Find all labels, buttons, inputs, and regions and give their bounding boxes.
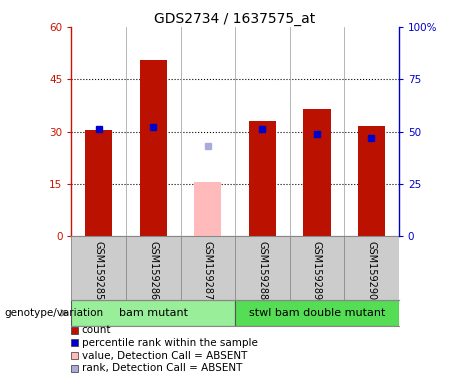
Bar bbox=[85, 130, 112, 236]
Text: bam mutant: bam mutant bbox=[119, 308, 188, 318]
Bar bbox=[303, 109, 331, 236]
Text: value, Detection Call = ABSENT: value, Detection Call = ABSENT bbox=[82, 351, 247, 361]
Text: GSM159290: GSM159290 bbox=[366, 241, 377, 300]
Text: GSM159286: GSM159286 bbox=[148, 241, 158, 300]
Text: percentile rank within the sample: percentile rank within the sample bbox=[82, 338, 258, 348]
Text: GSM159287: GSM159287 bbox=[203, 241, 213, 300]
Title: GDS2734 / 1637575_at: GDS2734 / 1637575_at bbox=[154, 12, 316, 26]
Text: GSM159288: GSM159288 bbox=[257, 241, 267, 300]
Bar bbox=[235, 300, 399, 326]
Text: GSM159285: GSM159285 bbox=[94, 241, 104, 300]
Text: GSM159289: GSM159289 bbox=[312, 241, 322, 300]
Bar bbox=[249, 121, 276, 236]
Text: rank, Detection Call = ABSENT: rank, Detection Call = ABSENT bbox=[82, 363, 242, 373]
Bar bbox=[194, 182, 221, 236]
Text: genotype/variation: genotype/variation bbox=[5, 308, 104, 318]
Bar bbox=[140, 60, 167, 236]
Bar bbox=[71, 300, 235, 326]
Text: count: count bbox=[82, 325, 111, 335]
Bar bbox=[358, 126, 385, 236]
Text: stwl bam double mutant: stwl bam double mutant bbox=[249, 308, 385, 318]
